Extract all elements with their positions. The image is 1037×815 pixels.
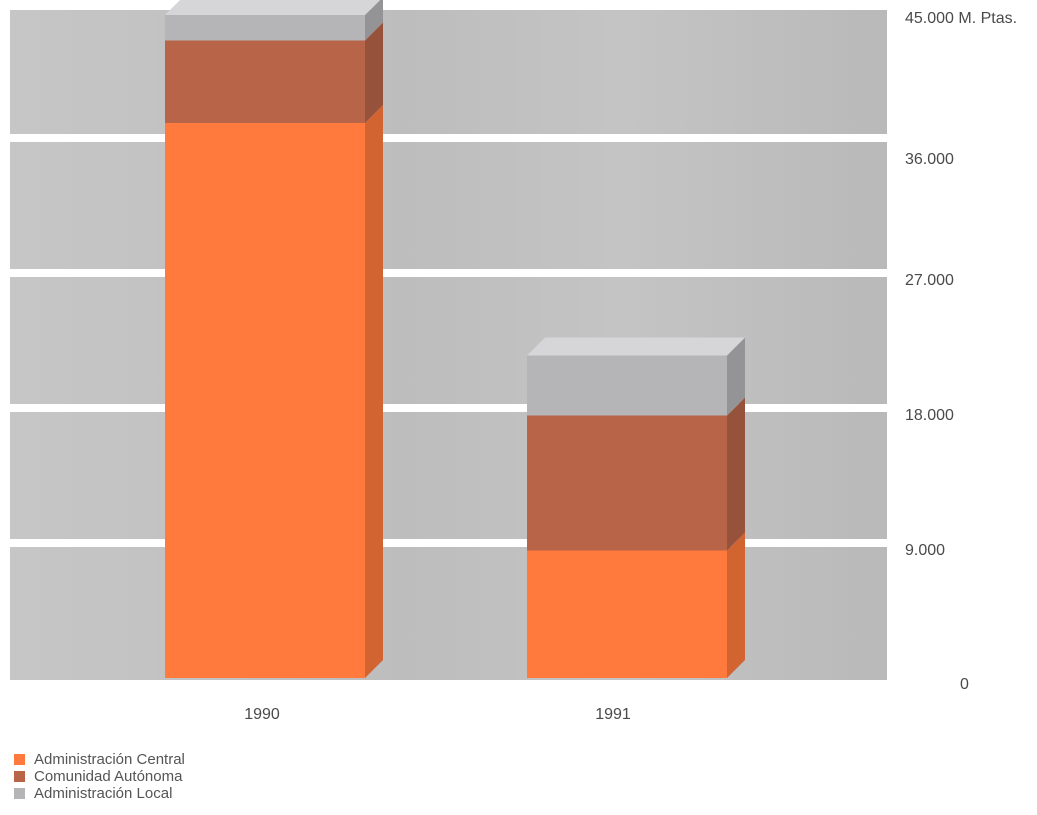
bar-segment xyxy=(527,355,727,416)
legend-item: Comunidad Autónoma xyxy=(14,768,185,785)
chart-svg xyxy=(10,0,887,678)
gridline xyxy=(10,269,887,277)
bar-side xyxy=(365,22,383,123)
bar-top xyxy=(165,0,380,15)
bar-segment xyxy=(165,40,365,123)
gridline xyxy=(10,134,887,142)
y-tick-label: 0 xyxy=(960,676,969,693)
legend-swatch xyxy=(14,771,25,782)
legend: Administración Central Comunidad Autónom… xyxy=(14,751,185,802)
legend-label: Administración Local xyxy=(34,785,173,802)
x-tick-label: 1990 xyxy=(244,706,280,723)
bar-side xyxy=(727,532,745,678)
legend-item: Administración Local xyxy=(14,785,185,802)
bar-side xyxy=(365,0,383,41)
y-tick-label: 18.000 xyxy=(905,407,954,424)
x-tick-label: 1991 xyxy=(595,706,631,723)
legend-label: Administración Central xyxy=(34,751,185,768)
legend-item: Administración Central xyxy=(14,751,185,768)
y-tick-label: 36.000 xyxy=(905,151,954,168)
bar-segment xyxy=(527,415,727,551)
y-tick-label: 45.000 M. Ptas. xyxy=(905,10,1018,27)
bar-segment xyxy=(527,550,727,678)
y-tick-label: 27.000 xyxy=(905,272,954,289)
plot-area xyxy=(10,0,887,680)
gridline xyxy=(10,539,887,547)
bar-side xyxy=(365,105,383,678)
legend-swatch xyxy=(14,788,25,799)
bar-side xyxy=(727,397,745,551)
bar-segment xyxy=(165,123,365,678)
gridline xyxy=(10,404,887,412)
bar-side xyxy=(727,337,745,416)
legend-label: Comunidad Autónoma xyxy=(34,768,183,785)
legend-swatch xyxy=(14,754,25,765)
bar-segment xyxy=(165,15,365,41)
y-tick-label: 9.000 xyxy=(905,542,946,559)
bar-top xyxy=(527,337,745,356)
